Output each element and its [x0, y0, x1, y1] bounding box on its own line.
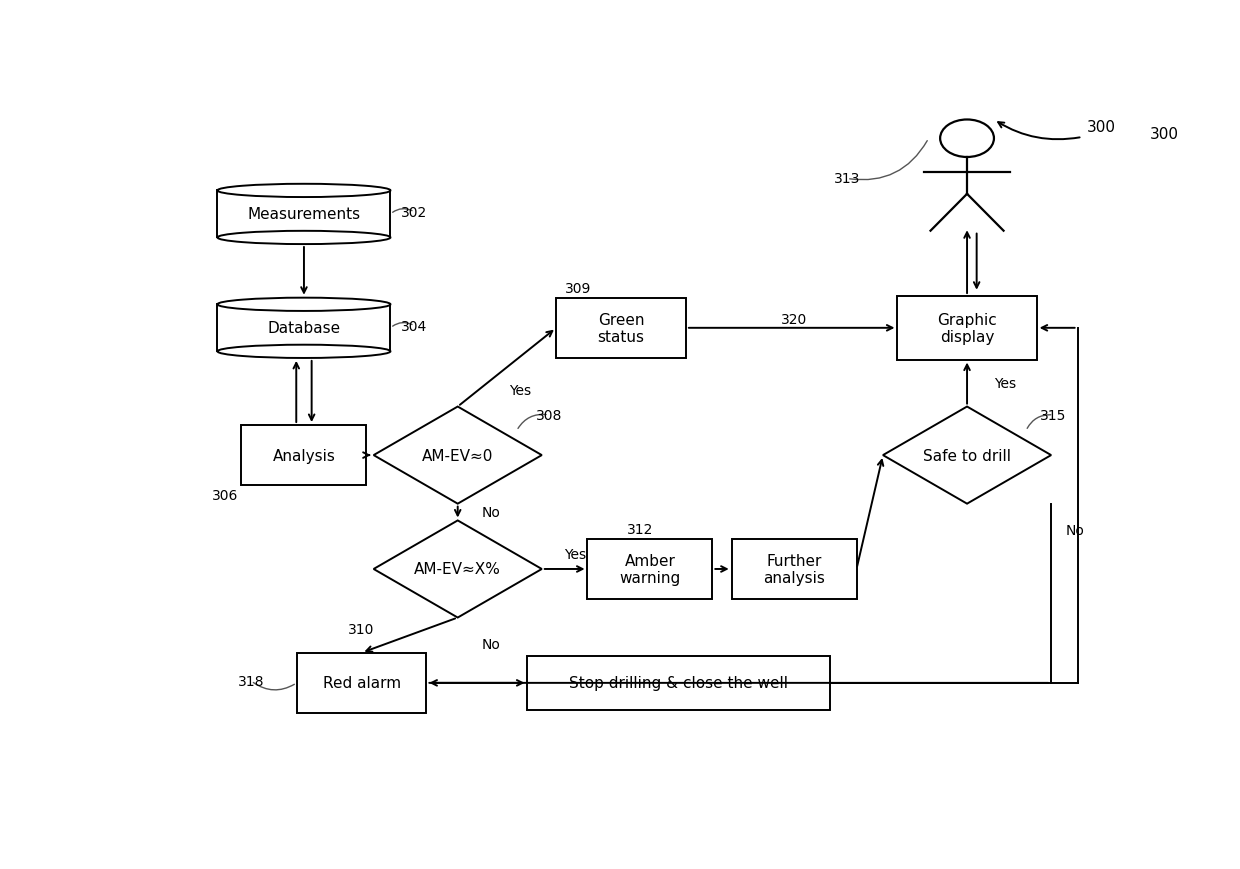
Text: Yes: Yes [994, 376, 1016, 391]
Text: Safe to drill: Safe to drill [923, 448, 1011, 463]
Text: No: No [1065, 524, 1085, 538]
Text: Stop drilling & close the well: Stop drilling & close the well [569, 675, 789, 691]
Text: AM-EV≈X%: AM-EV≈X% [414, 562, 501, 577]
Text: 302: 302 [402, 206, 428, 220]
Ellipse shape [217, 184, 391, 198]
Ellipse shape [217, 298, 391, 312]
Polygon shape [373, 407, 542, 504]
Text: Amber
warning: Amber warning [619, 554, 681, 586]
Bar [296, 653, 427, 713]
Text: AM-EV≈0: AM-EV≈0 [422, 448, 494, 463]
Text: 312: 312 [627, 522, 653, 536]
Text: Analysis: Analysis [273, 448, 335, 463]
Polygon shape [883, 407, 1052, 504]
Text: 300: 300 [1149, 127, 1178, 142]
Bar [588, 539, 713, 600]
Text: 320: 320 [781, 313, 807, 327]
Text: 315: 315 [1040, 408, 1066, 422]
Bar [217, 305, 391, 352]
Text: Further
analysis: Further analysis [763, 554, 825, 586]
Text: Measurements: Measurements [248, 207, 361, 222]
Text: Yes: Yes [510, 383, 531, 397]
Text: 309: 309 [564, 282, 591, 295]
Text: Yes: Yes [564, 547, 587, 561]
Bar [898, 296, 1037, 361]
Polygon shape [373, 521, 542, 618]
Text: Red alarm: Red alarm [322, 675, 401, 691]
Text: Database: Database [268, 321, 341, 336]
Text: 308: 308 [536, 408, 562, 422]
Text: 306: 306 [212, 488, 238, 502]
Bar [732, 539, 857, 600]
Text: 313: 313 [833, 172, 861, 186]
Ellipse shape [217, 231, 391, 245]
Text: 318: 318 [238, 674, 264, 688]
Bar [217, 191, 391, 238]
Bar [242, 426, 367, 486]
Text: No: No [481, 506, 501, 520]
Text: 300: 300 [1087, 120, 1116, 136]
Bar [557, 298, 686, 359]
Ellipse shape [217, 345, 391, 359]
Text: No: No [481, 638, 501, 652]
Text: 310: 310 [348, 622, 374, 636]
Text: Green
status: Green status [598, 312, 645, 345]
Text: 304: 304 [402, 320, 428, 334]
Text: Graphic
display: Graphic display [937, 312, 997, 345]
Bar [527, 656, 830, 710]
